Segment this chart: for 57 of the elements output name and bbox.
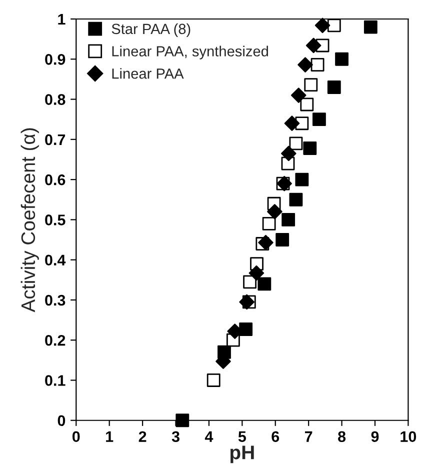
point — [327, 80, 341, 94]
point — [298, 57, 313, 72]
point — [206, 374, 220, 387]
legend-label: Star PAA (8) — [112, 23, 190, 37]
point — [282, 212, 296, 226]
x-tick-label: 7 — [304, 431, 312, 442]
x-tick-label: 8 — [338, 431, 346, 442]
y-axis-title: Activity Coefecent (α) — [20, 128, 39, 312]
point — [312, 112, 326, 126]
point — [289, 192, 303, 206]
point — [304, 78, 318, 92]
y-tick-label: 1 — [58, 14, 66, 25]
point — [276, 233, 290, 246]
y-tick-label: 0.5 — [45, 214, 66, 226]
x-tick-label: 10 — [400, 431, 416, 442]
point — [335, 52, 348, 66]
y-tick-label: 0.4 — [45, 254, 66, 266]
x-tick-label: 9 — [371, 431, 379, 442]
point — [248, 265, 264, 281]
point — [262, 216, 276, 230]
y-tick-label: 0 — [58, 415, 66, 426]
point — [239, 322, 253, 336]
x-tick-label: 3 — [172, 431, 180, 442]
y-tick-label: 0.1 — [45, 375, 66, 386]
point — [176, 414, 190, 428]
y-tick-label: 0.7 — [45, 134, 66, 146]
x-tick-label: 6 — [272, 431, 280, 442]
point — [267, 204, 282, 220]
y-tick-label: 0.8 — [45, 94, 66, 105]
x-tick-label: 5 — [238, 431, 246, 442]
point — [327, 18, 341, 32]
point — [239, 294, 254, 310]
point — [364, 20, 378, 34]
point — [306, 38, 322, 54]
x-axis-title: pH — [230, 446, 254, 464]
point — [258, 234, 274, 250]
x-tick-label: 4 — [204, 431, 214, 442]
point — [290, 88, 306, 103]
point — [289, 136, 303, 150]
y-tick-label: 0.2 — [45, 334, 66, 346]
point — [303, 142, 317, 155]
y-tick-label: 0.3 — [45, 294, 66, 306]
point — [281, 146, 296, 162]
x-tick-label: 1 — [106, 431, 114, 442]
point — [295, 172, 309, 186]
point — [258, 277, 272, 291]
legend-label: Linear PAA, synthesized — [112, 46, 268, 60]
point — [314, 18, 330, 34]
point — [243, 275, 257, 289]
legend-label: Linear PAA — [112, 68, 184, 79]
y-tick-label: 0.6 — [45, 174, 66, 186]
point — [284, 116, 300, 131]
x-tick-label: 0 — [72, 431, 80, 442]
x-tick-label: 2 — [138, 431, 146, 442]
point — [310, 58, 324, 72]
point — [300, 98, 314, 112]
y-tick-label: 0.9 — [45, 54, 66, 65]
